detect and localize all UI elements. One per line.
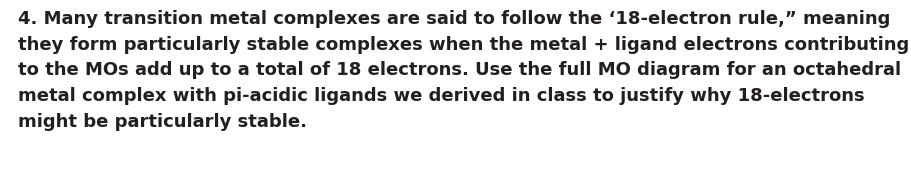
Text: 4. Many transition metal complexes are said to follow the ‘18-electron rule,” me: 4. Many transition metal complexes are s… xyxy=(18,10,908,131)
